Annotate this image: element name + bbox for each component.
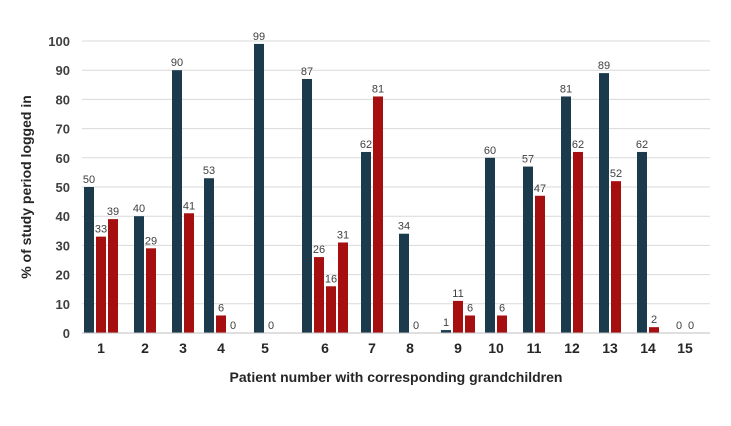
bar-patient-3 — [172, 70, 182, 333]
bar-patient-8 — [399, 233, 409, 333]
data-label: 6 — [499, 302, 505, 314]
bar-grandchild-1 — [108, 219, 118, 333]
x-tick-label: 15 — [677, 340, 693, 356]
data-label: 33 — [95, 224, 107, 236]
y-tick-label: 60 — [56, 151, 70, 166]
bar-grandchild-13 — [611, 181, 621, 333]
bar-patient-6 — [302, 78, 312, 334]
x-tick-label: 3 — [179, 340, 187, 356]
bar-patient-13 — [599, 73, 609, 334]
bar-grandchild-4 — [216, 315, 226, 333]
y-axis-title: % of study period logged in — [18, 95, 34, 279]
data-label: 0 — [230, 320, 236, 332]
data-label: 16 — [325, 273, 337, 285]
x-axis-title: Patient number with corresponding grandc… — [230, 369, 563, 385]
bar-grandchild-10 — [497, 315, 507, 333]
y-tick-label: 10 — [56, 297, 70, 312]
bar-grandchild-11 — [535, 195, 545, 333]
data-label: 41 — [183, 200, 195, 212]
data-label: 0 — [268, 320, 274, 332]
x-tick-label: 1 — [97, 340, 105, 356]
bar-patient-14 — [637, 151, 647, 333]
y-tick-label: 30 — [56, 238, 70, 253]
data-label: 99 — [253, 31, 265, 43]
bar-grandchild-6 — [314, 257, 324, 333]
data-label: 11 — [452, 288, 463, 300]
bar-grandchild-7 — [373, 96, 383, 333]
data-label: 62 — [572, 139, 584, 151]
data-label: 40 — [133, 203, 145, 215]
data-label: 50 — [83, 174, 95, 186]
bar-patient-2 — [134, 216, 144, 333]
data-label: 53 — [203, 165, 215, 177]
x-tick-label: 12 — [564, 340, 580, 356]
x-tick-label: 6 — [321, 340, 329, 356]
bars — [84, 43, 659, 334]
x-tick-label: 8 — [406, 340, 414, 356]
x-tick-label: 2 — [141, 340, 149, 356]
x-tick-label: 11 — [527, 340, 542, 356]
data-label: 52 — [610, 168, 622, 180]
bar-grandchild-6 — [326, 286, 336, 333]
y-tick-label: 90 — [56, 63, 70, 78]
y-tick-label: 100 — [48, 34, 70, 49]
bar-patient-12 — [561, 96, 571, 333]
y-tick-label: 80 — [56, 92, 70, 107]
bar-patient-4 — [204, 178, 214, 333]
data-label: 60 — [484, 145, 496, 157]
x-tick-label: 5 — [261, 340, 269, 356]
data-label: 34 — [398, 221, 410, 233]
bar-patient-1 — [84, 187, 94, 333]
bar-grandchild-3 — [184, 213, 194, 333]
bar-grandchild-9 — [453, 300, 463, 333]
data-label: 0 — [676, 320, 682, 332]
x-tick-label: 7 — [368, 340, 376, 356]
data-label: 89 — [598, 60, 610, 72]
y-axis-ticks: 0 10 20 30 40 50 60 70 80 90 100 — [48, 34, 70, 341]
data-label: 87 — [301, 66, 313, 78]
data-label: 0 — [688, 320, 694, 332]
y-tick-label: 70 — [56, 122, 70, 137]
bar-grandchild-12 — [573, 151, 583, 333]
data-label: 62 — [360, 139, 372, 151]
bar-grandchild-14 — [649, 327, 659, 333]
data-label: 6 — [467, 302, 473, 314]
bar-patient-9 — [441, 330, 451, 333]
data-label: 1 — [443, 317, 449, 329]
data-label: 2 — [651, 314, 657, 326]
y-tick-label: 40 — [56, 209, 70, 224]
bar-grandchild-6 — [338, 242, 348, 333]
bar-grandchild-9 — [465, 315, 475, 333]
data-label: 81 — [372, 83, 384, 95]
data-label: 0 — [413, 320, 419, 332]
data-label: 62 — [636, 139, 648, 151]
y-tick-label: 0 — [63, 326, 70, 341]
data-label: 47 — [534, 183, 546, 195]
data-label: 90 — [171, 57, 183, 69]
bar-grandchild-2 — [146, 248, 156, 333]
bar-grandchild-1 — [96, 236, 106, 333]
data-label: 39 — [107, 206, 119, 218]
data-label: 26 — [313, 244, 325, 256]
x-tick-label: 13 — [602, 340, 618, 356]
data-label: 57 — [522, 154, 534, 166]
data-label: 29 — [145, 235, 157, 247]
x-tick-label: 4 — [217, 340, 225, 356]
x-axis-ticks: 1 2 3 4 5 6 7 8 9 10 11 12 13 14 15 — [97, 340, 693, 356]
x-tick-label: 14 — [640, 340, 656, 356]
y-tick-label: 50 — [56, 180, 70, 195]
data-label: 6 — [218, 302, 224, 314]
data-label: 81 — [560, 83, 572, 95]
bar-patient-5 — [254, 43, 264, 334]
bar-patient-7 — [361, 151, 371, 333]
x-tick-label: 9 — [454, 340, 462, 356]
data-label: 31 — [337, 229, 349, 241]
bar-patient-10 — [485, 157, 495, 333]
x-tick-label: 10 — [488, 340, 504, 356]
bar-patient-11 — [523, 166, 533, 333]
y-tick-label: 20 — [56, 268, 70, 283]
